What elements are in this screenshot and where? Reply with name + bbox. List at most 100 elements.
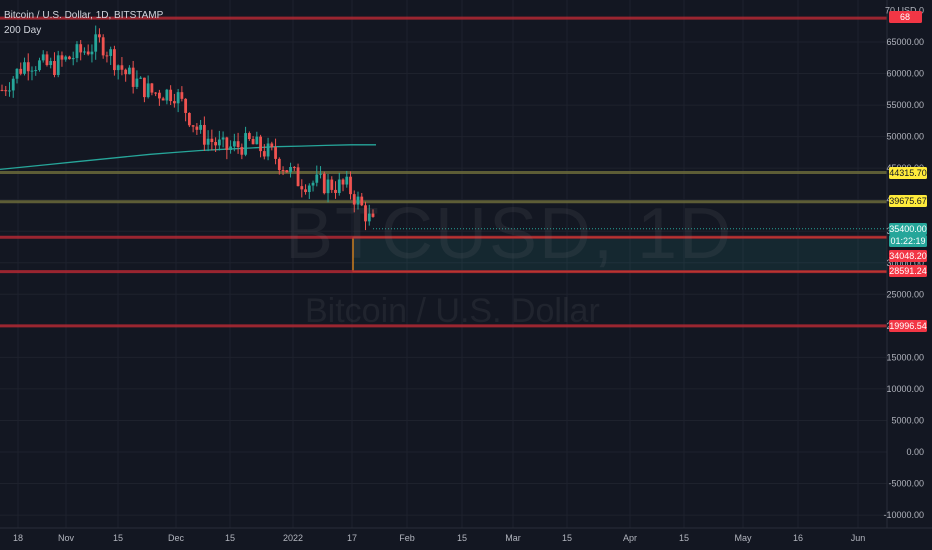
candle-body (56, 55, 60, 75)
watermark-ticker: BTCUSD, 1D (285, 194, 734, 274)
candle-body (244, 133, 247, 155)
y-tick-label: -5000.00 (888, 479, 924, 489)
y-tick-label: 50000.00 (886, 132, 924, 142)
svg-text:28591.24: 28591.24 (889, 266, 927, 276)
candle-body (371, 213, 375, 217)
indicator-label[interactable]: 200 Day (4, 25, 42, 36)
candle-body (157, 92, 161, 99)
candle-body (247, 133, 251, 140)
x-tick-label: Dec (168, 533, 185, 543)
candle-body (86, 51, 90, 55)
support-zone[interactable] (352, 236, 908, 273)
candle-body (195, 126, 199, 130)
candle-body (94, 34, 98, 52)
price-tag: 35400.00 (889, 223, 927, 235)
candle-body (334, 189, 337, 193)
x-tick-label: Nov (58, 533, 75, 543)
candle-body (128, 67, 131, 75)
candle-body (326, 179, 330, 194)
candle-body (262, 151, 266, 157)
candle-body (251, 139, 255, 145)
candle-body (240, 147, 244, 155)
candle-body (30, 70, 34, 72)
x-tick-label: May (734, 533, 752, 543)
candle-body (135, 78, 139, 87)
candle-body (236, 141, 240, 148)
svg-text:19996.54: 19996.54 (889, 321, 927, 331)
candle-body (232, 141, 236, 147)
candle-body (116, 65, 120, 71)
y-tick-label: 5000.00 (891, 415, 924, 425)
candle-body (64, 56, 68, 60)
candle-body (337, 179, 341, 193)
candle-body (206, 138, 210, 145)
chart-grid (0, 0, 887, 528)
candle-body (300, 186, 304, 190)
candle-body (71, 58, 75, 60)
y-tick-label: -10000.00 (883, 510, 924, 520)
candle-body (4, 90, 8, 92)
candle-body (210, 138, 214, 143)
candle-body (221, 137, 225, 140)
candle-body (255, 136, 259, 145)
x-tick-label: Mar (505, 533, 521, 543)
candle-body (296, 167, 300, 187)
candle-body (360, 196, 364, 206)
candle-body (101, 37, 105, 56)
y-tick-label: 30000.00 (886, 258, 924, 268)
candle-body (45, 54, 49, 66)
candle-body (270, 143, 274, 148)
candle-body (124, 69, 128, 75)
candle-body (191, 125, 195, 127)
candle-body (41, 54, 45, 61)
price-tag: 28591.24 (889, 265, 927, 277)
symbol-title[interactable]: Bitcoin / U.S. Dollar, 1D, BITSTAMP (4, 10, 164, 21)
moving-average-line (0, 144, 376, 171)
price-tag: 39675.67 (889, 195, 927, 207)
candle-body (131, 67, 135, 87)
candle-body (11, 78, 15, 91)
candle-body (217, 139, 221, 146)
time-axis[interactable]: 18 Nov 15 Dec 15 2022 17 Feb 15 Mar 15 Apr 15 May 16 Ju… (0, 527, 932, 550)
candle-body (289, 167, 292, 173)
zone-rectangle[interactable] (352, 236, 908, 273)
svg-text:35400.00: 35400.00 (889, 224, 927, 234)
candle-body (367, 213, 371, 222)
x-tick-label: 2022 (283, 533, 303, 543)
candle-body (90, 51, 94, 55)
x-tick-label: Apr (623, 533, 637, 543)
candle-body (113, 49, 116, 71)
x-tick-label: 16 (793, 533, 803, 543)
candle-body (214, 142, 218, 146)
price-tag: 34048.20 (889, 250, 927, 262)
candle-body (352, 194, 356, 205)
x-tick-label: 15 (113, 533, 123, 543)
candle-body (143, 77, 146, 98)
candle-body (169, 89, 173, 102)
y-tick-label: 15000.00 (886, 352, 924, 362)
y-tick-label: 0.00 (906, 447, 924, 457)
candle-body (349, 176, 352, 195)
candle-body (330, 179, 334, 190)
chart-legend: Bitcoin / U.S. Dollar, 1D, BITSTAMP 200 … (4, 8, 163, 38)
horizontal-levels[interactable] (0, 16, 887, 328)
candle-body (274, 147, 277, 159)
svg-text:44315.70: 44315.70 (889, 168, 927, 178)
price-tag: 19996.54 (889, 320, 927, 332)
ma-200-line (0, 144, 376, 171)
candle-body (68, 56, 71, 60)
svg-text:39675.67: 39675.67 (889, 196, 927, 206)
candle-body (172, 101, 176, 104)
candle-body (146, 83, 150, 98)
svg-text:34048.20: 34048.20 (889, 251, 927, 261)
candle-body (150, 83, 154, 93)
candle-body (165, 89, 169, 101)
candle-body (105, 55, 109, 57)
price-tag: 44315.70 (889, 167, 927, 179)
svg-text:68: 68 (900, 12, 910, 22)
candle-body (229, 146, 232, 150)
candle-body (53, 61, 56, 75)
candle-body (259, 136, 262, 152)
x-tick-label: 15 (225, 533, 235, 543)
